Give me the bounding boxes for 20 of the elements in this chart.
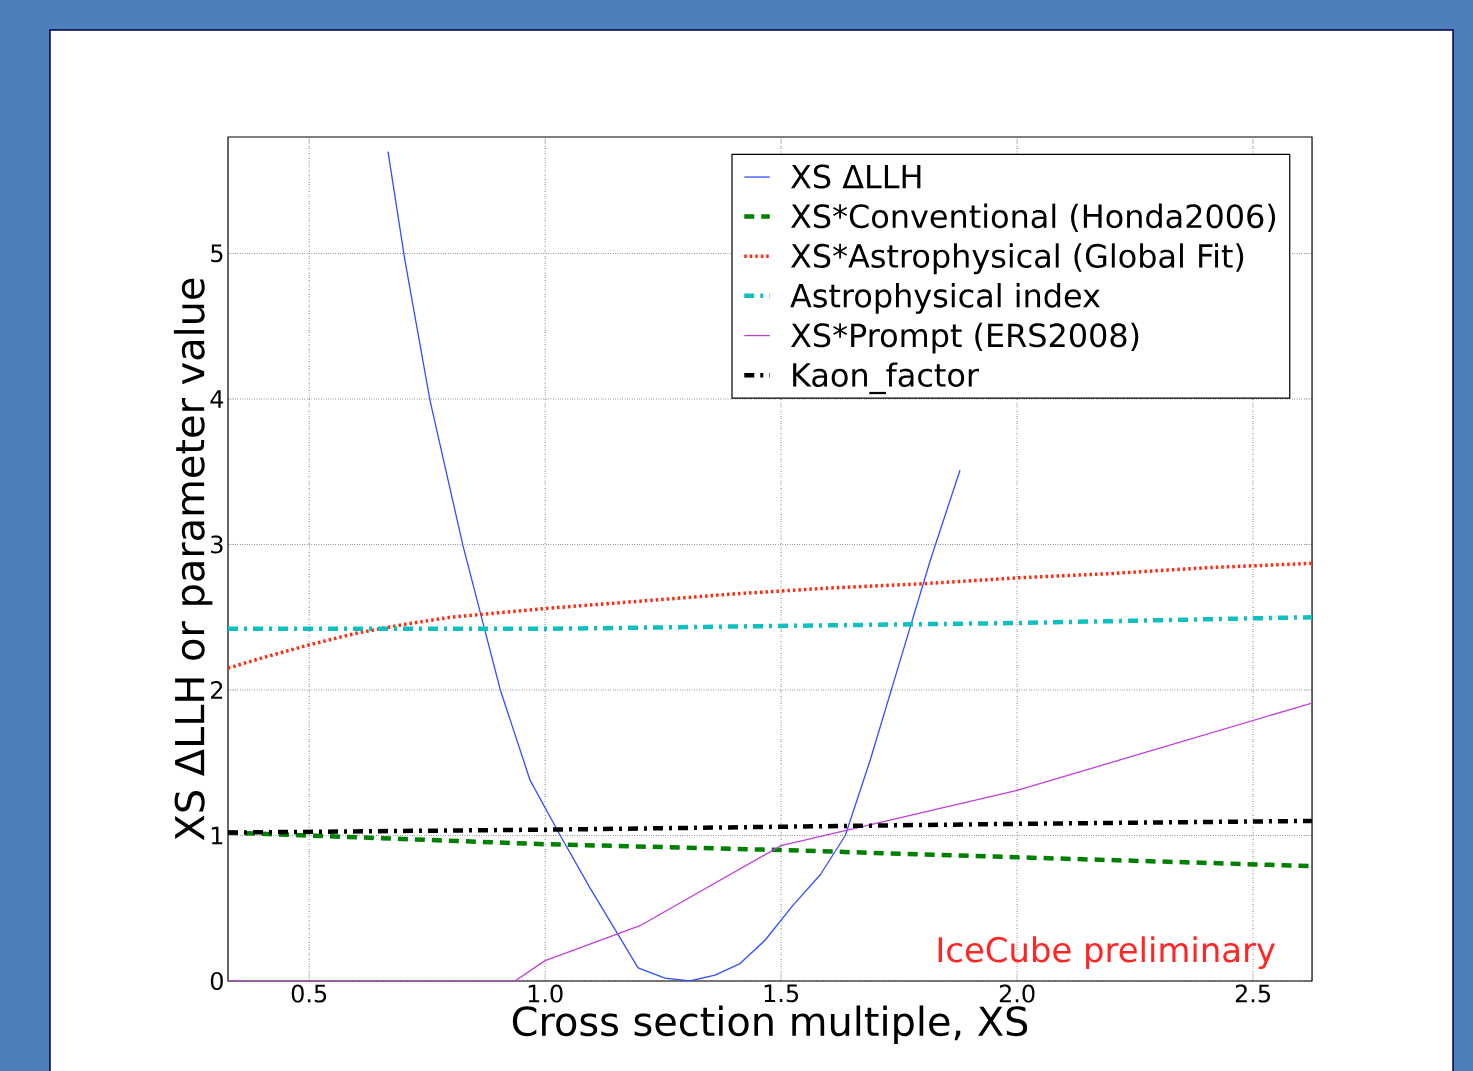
legend-label: XS*Prompt (ERS2008) [790, 322, 1139, 354]
legend-label: XS*Conventional (Honda2006) [790, 203, 1276, 233]
legend-label: XS*Astrophysical (Global Fit) [790, 243, 1244, 275]
y-tick-label: 2 [211, 681, 223, 699]
x-tick-label: 2.5 [1235, 984, 1270, 1003]
y-tick-label: 3 [211, 535, 223, 554]
x-axis-title: Cross section multiple, XS [512, 1005, 1028, 1044]
line-series [228, 561, 1313, 670]
x-tick-label: 0.5 [291, 984, 327, 1003]
line-series [228, 702, 1313, 981]
legend-label: XS ΔLLH [790, 164, 921, 189]
legend-label: Astrophysical index [790, 283, 1100, 314]
x-tick-label: 1.5 [764, 984, 799, 1003]
legend-label: Kaon_factor [793, 362, 980, 395]
annotation: IceCube preliminary [938, 936, 1275, 970]
y-tick-label: 1 [211, 826, 223, 845]
x-tick-label: 2.0 [999, 984, 1035, 1003]
y-tick-label: 5 [211, 244, 223, 263]
x-tick-label: 1.0 [528, 984, 563, 1003]
y-tick-label: 0 [210, 971, 223, 991]
